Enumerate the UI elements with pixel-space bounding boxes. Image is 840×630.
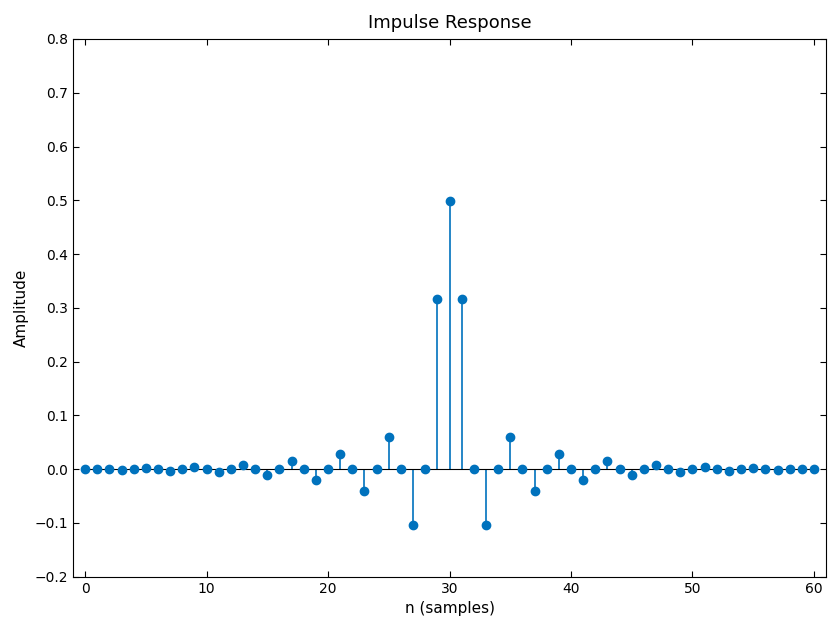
Title: Impulse Response: Impulse Response (368, 14, 532, 32)
X-axis label: n (samples): n (samples) (405, 601, 495, 616)
Y-axis label: Amplitude: Amplitude (14, 268, 29, 347)
